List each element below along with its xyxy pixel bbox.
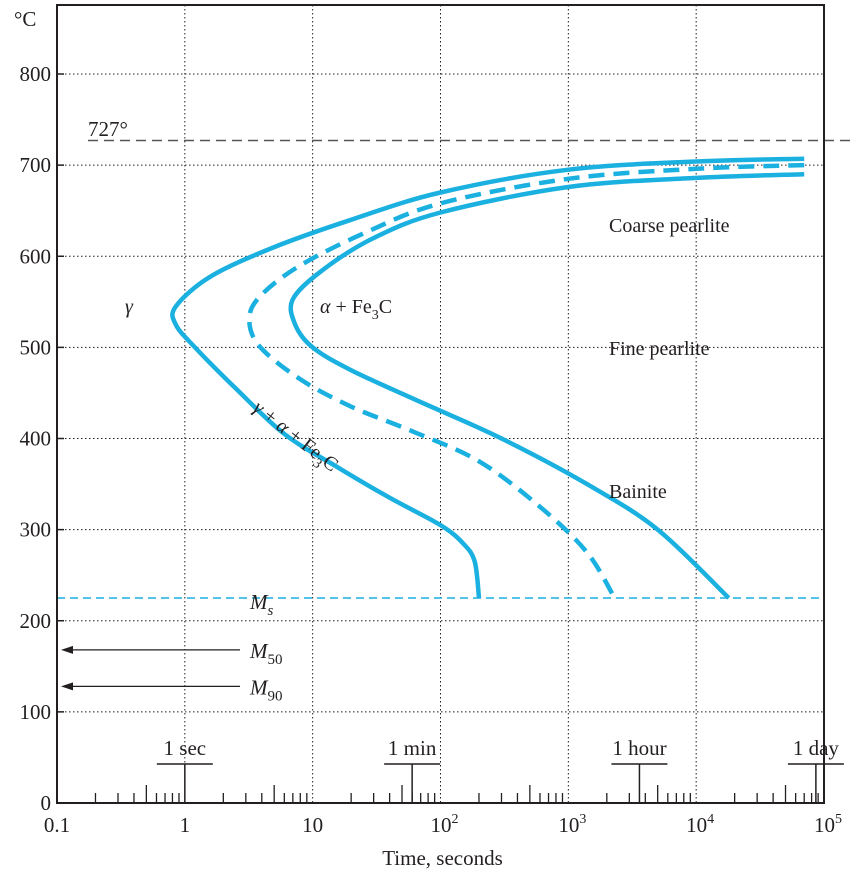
- coarse-pearlite-label: Coarse pearlite: [609, 215, 730, 237]
- start-curve: [170, 156, 805, 599]
- gamma-alpha-fe3c-label: γ + α + Fe3C: [246, 397, 342, 481]
- time-marker: 1 day: [787, 736, 844, 803]
- plot-frame: [56, 4, 825, 804]
- axes: 0 100 200 300 400 500 600 700 800 °C 0.1 1 10 102 103 1…: [14, 4, 844, 870]
- finish-curve: [288, 171, 805, 600]
- time-marker-label: 1 min: [388, 736, 437, 760]
- y-tick-label: 400: [20, 427, 52, 451]
- alpha-fe3c-label: α + Fe3C: [320, 296, 392, 323]
- x-tick-label: 0.1: [44, 813, 70, 837]
- martensite-label: M50: [249, 639, 283, 668]
- x-tick-label: 105: [814, 812, 842, 837]
- reference-lines: [57, 139, 856, 691]
- time-marker-label: 1 hour: [612, 736, 666, 760]
- time-marker: 1 min: [384, 736, 441, 803]
- y-tick-label: 500: [20, 335, 52, 359]
- eutectoid-label: 727°: [88, 117, 128, 141]
- labels: 727° Ms M50 M90 γ α + Fe3C γ + α + Fe3C Coarse …: [88, 117, 730, 704]
- x-tick-label: 102: [431, 812, 459, 837]
- x-tick-label: 104: [686, 812, 714, 837]
- time-marker-label: 1 day: [793, 736, 840, 760]
- x-tick-label: 1: [180, 813, 191, 837]
- y-tick-label: 300: [20, 518, 52, 542]
- arrow-head: [61, 682, 73, 691]
- time-marker: 1 hour: [611, 736, 668, 803]
- series-curves: [170, 156, 805, 600]
- arrow-head: [61, 645, 73, 654]
- x-tick-label: 10: [302, 813, 323, 837]
- fifty-percent-curve: [247, 162, 805, 600]
- y-tick-label: 200: [20, 609, 52, 633]
- y-tick-label: 800: [20, 62, 52, 86]
- ms-label: Ms: [249, 590, 274, 619]
- time-marker-label: 1 sec: [164, 736, 207, 760]
- y-tick-label: 600: [20, 244, 52, 268]
- y-tick-label: 0: [41, 791, 52, 815]
- x-tick-label: 103: [558, 812, 586, 837]
- martensite-label: M90: [249, 675, 283, 704]
- time-marker: 1 sec: [156, 736, 213, 803]
- gamma-label: γ: [125, 296, 134, 318]
- fine-pearlite-label: Fine pearlite: [609, 338, 710, 360]
- y-axis-label: °C: [14, 7, 36, 31]
- y-tick-label: 100: [20, 700, 52, 724]
- y-tick-label: 700: [20, 153, 52, 177]
- x-axis-label: Time, seconds: [382, 846, 503, 870]
- grid-lines: [57, 5, 824, 803]
- martensite-arrow: [61, 645, 240, 654]
- martensite-arrow: [61, 682, 240, 691]
- bainite-label: Bainite: [609, 481, 667, 503]
